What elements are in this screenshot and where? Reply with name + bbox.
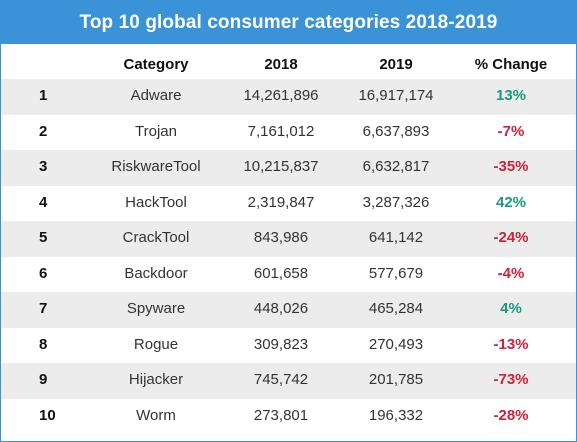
change-cell: -4%: [497, 264, 525, 282]
change-cell: 42%: [495, 193, 527, 211]
change-cell: -35%: [493, 158, 529, 175]
rank-cell: 8: [39, 335, 48, 353]
value-2018-cell: 273,801: [253, 406, 309, 424]
rank-cell: 3: [39, 158, 48, 175]
value-2019-cell: 3,287,326: [362, 193, 430, 211]
category-cell: RiskwareTool: [111, 158, 201, 175]
change-cell: -7%: [497, 122, 525, 140]
change-cell: -28%: [493, 406, 529, 424]
value-2019-cell: 577,679: [368, 264, 424, 282]
category-cell: Trojan: [135, 122, 177, 140]
table-row: 8 Rogue 309,823 270,493 -13%: [1, 328, 576, 364]
value-2018-cell: 601,658: [253, 264, 309, 282]
rank-cell: 4: [39, 193, 48, 211]
table-body: 1 Adware 14,261,896 16,917,174 13% 2 Trojan 7,1…: [1, 79, 576, 434]
change-cell: -73%: [493, 371, 529, 388]
rank-cell: 6: [39, 264, 48, 282]
header-category: Category: [123, 56, 189, 73]
value-2019-cell: 641,142: [368, 229, 424, 246]
change-cell: -24%: [493, 229, 529, 246]
change-cell: -13%: [493, 335, 529, 353]
category-cell: Spyware: [126, 300, 186, 317]
table-row: 6 Backdoor 601,658 577,679 -4%: [1, 257, 576, 293]
rank-cell: 5: [39, 229, 48, 246]
value-2018-cell: 2,319,847: [247, 193, 315, 211]
table-row: 10 Worm 273,801 196,332 -28%: [1, 399, 576, 435]
category-cell: Worm: [136, 406, 176, 424]
category-cell: CrackTool: [122, 229, 190, 246]
value-2019-cell: 6,632,817: [362, 158, 430, 175]
table-row: 1 Adware 14,261,896 16,917,174 13%: [1, 79, 576, 115]
category-cell: Backdoor: [124, 264, 188, 282]
value-2019-cell: 6,637,893: [362, 122, 430, 140]
category-cell: Adware: [130, 87, 182, 104]
change-cell: 13%: [495, 87, 527, 104]
value-2018-cell: 843,986: [253, 229, 309, 246]
value-2019-cell: 270,493: [368, 335, 424, 353]
header-2018: 2018: [264, 56, 298, 73]
table-row: 2 Trojan 7,161,012 6,637,893 -7%: [1, 115, 576, 151]
table-row: 4 HackTool 2,319,847 3,287,326 42%: [1, 186, 576, 222]
table-row: 3 RiskwareTool 10,215,837 6,632,817 -35%: [1, 150, 576, 186]
value-2019-cell: 465,284: [368, 300, 424, 317]
table-row: 5 CrackTool 843,986 641,142 -24%: [1, 221, 576, 257]
category-cell: Rogue: [133, 335, 179, 353]
value-2018-cell: 309,823: [253, 335, 309, 353]
table-header: Category 2018 2019 % Change: [1, 47, 576, 79]
header-change: % Change: [474, 56, 548, 73]
table-row: 9 Hijacker 745,742 201,785 -73%: [1, 363, 576, 399]
rank-cell: 1: [39, 87, 48, 104]
value-2019-cell: 196,332: [368, 406, 424, 424]
value-2018-cell: 448,026: [253, 300, 309, 317]
table-title: Top 10 global consumer categories 2018-2…: [1, 1, 576, 44]
category-cell: HackTool: [125, 193, 187, 211]
header-2019: 2019: [379, 56, 413, 73]
value-2018-cell: 10,215,837: [243, 158, 319, 175]
rank-cell: 10: [39, 406, 56, 424]
value-2019-cell: 16,917,174: [358, 87, 434, 104]
rank-cell: 2: [39, 122, 48, 140]
table-row: 7 Spyware 448,026 465,284 4%: [1, 292, 576, 328]
value-2018-cell: 745,742: [253, 371, 309, 388]
change-cell: 4%: [500, 300, 522, 317]
value-2018-cell: 7,161,012: [247, 122, 315, 140]
category-cell: Hijacker: [128, 371, 184, 388]
rank-cell: 9: [39, 371, 48, 388]
rank-cell: 7: [39, 300, 48, 317]
value-2019-cell: 201,785: [368, 371, 424, 388]
value-2018-cell: 14,261,896: [243, 87, 319, 104]
